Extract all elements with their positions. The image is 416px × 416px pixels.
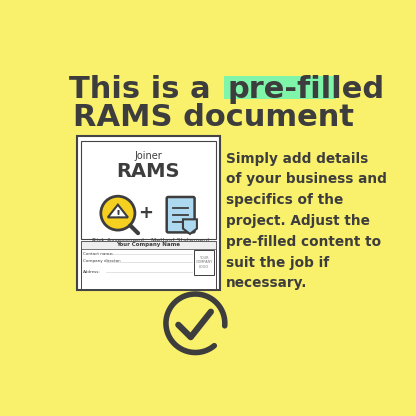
Text: Simply add details: Simply add details bbox=[225, 151, 368, 166]
Text: Risk Assessment: Risk Assessment bbox=[92, 238, 144, 243]
Text: pre-filled: pre-filled bbox=[227, 75, 384, 104]
Text: +: + bbox=[138, 204, 153, 222]
Text: necessary.: necessary. bbox=[225, 276, 307, 290]
Text: Contact name:: Contact name: bbox=[83, 252, 114, 256]
Text: YOUR
COMPANY
LOGO: YOUR COMPANY LOGO bbox=[195, 255, 213, 269]
FancyBboxPatch shape bbox=[82, 241, 215, 249]
FancyBboxPatch shape bbox=[82, 241, 215, 289]
Polygon shape bbox=[108, 205, 128, 218]
Text: RAMS document: RAMS document bbox=[73, 103, 354, 132]
FancyBboxPatch shape bbox=[224, 76, 337, 99]
Text: specifics of the: specifics of the bbox=[225, 193, 343, 207]
Text: Joiner: Joiner bbox=[135, 151, 162, 161]
FancyBboxPatch shape bbox=[82, 141, 215, 239]
Text: suit the job if: suit the job if bbox=[225, 255, 329, 270]
Text: This is a  pre-filled: This is a pre-filled bbox=[53, 75, 373, 104]
Polygon shape bbox=[183, 219, 197, 234]
Text: !: ! bbox=[115, 210, 121, 220]
Text: project. Adjust the: project. Adjust the bbox=[225, 214, 369, 228]
Text: of your business and: of your business and bbox=[225, 172, 386, 186]
Circle shape bbox=[101, 196, 135, 230]
Text: Method Statement: Method Statement bbox=[151, 238, 209, 243]
Text: Address:: Address: bbox=[83, 270, 101, 274]
FancyBboxPatch shape bbox=[77, 136, 220, 290]
FancyBboxPatch shape bbox=[194, 250, 214, 275]
Text: This is a: This is a bbox=[69, 75, 221, 104]
Text: pre-filled content to: pre-filled content to bbox=[225, 235, 381, 249]
Text: RAMS: RAMS bbox=[117, 162, 180, 181]
Text: Company director:: Company director: bbox=[83, 259, 121, 263]
Text: Your Company Name: Your Company Name bbox=[116, 242, 181, 247]
FancyBboxPatch shape bbox=[167, 197, 195, 233]
